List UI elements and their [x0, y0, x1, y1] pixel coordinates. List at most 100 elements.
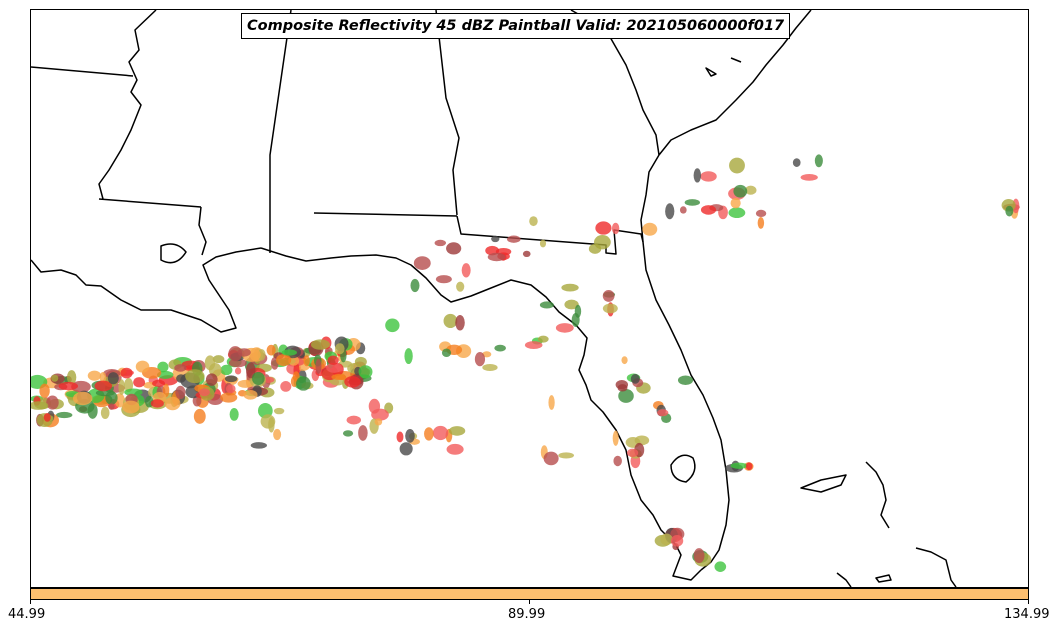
reflectivity-blob	[522, 250, 531, 258]
reflectivity-blob	[564, 299, 579, 310]
reflectivity-blob	[276, 354, 292, 367]
reflectivity-blob	[229, 408, 239, 421]
reflectivity-blob	[800, 174, 818, 181]
colorbar-tick-mark	[30, 600, 31, 604]
reflectivity-blob	[729, 157, 745, 174]
reflectivity-blob	[714, 561, 727, 572]
reflectivity-blob	[615, 380, 629, 390]
reflectivity-blob	[487, 252, 506, 262]
reflectivity-blob	[474, 351, 486, 367]
reflectivity-blob	[315, 358, 322, 374]
reflectivity-blob	[602, 290, 615, 302]
reflectivity-blob	[665, 203, 675, 220]
reflectivity-blob	[385, 318, 400, 333]
reflectivity-blob	[296, 376, 311, 391]
reflectivity-blob	[602, 303, 618, 314]
coastline-segment	[640, 154, 660, 243]
reflectivity-blob	[72, 391, 93, 406]
reflectivity-blob	[612, 430, 619, 446]
reflectivity-blob	[558, 452, 575, 459]
reflectivity-blob	[237, 379, 254, 388]
reflectivity-blob	[150, 399, 164, 408]
reflectivity-blob	[58, 381, 79, 391]
reflectivity-blob	[281, 349, 298, 356]
reflectivity-blob	[204, 355, 216, 371]
reflectivity-blob	[228, 346, 243, 362]
reflectivity-blob	[344, 376, 361, 388]
reflectivity-blob	[670, 534, 684, 547]
reflectivity-blob	[693, 168, 702, 183]
reflectivity-blob	[368, 398, 381, 414]
reflectivity-blob	[684, 199, 701, 206]
reflectivity-blob	[31, 401, 49, 410]
reflectivity-blob	[594, 234, 611, 250]
reflectivity-blob	[251, 371, 265, 386]
reflectivity-map	[31, 10, 1020, 587]
reflectivity-blob	[399, 442, 413, 456]
reflectivity-blob	[524, 341, 543, 349]
reflectivity-blob	[1005, 205, 1014, 217]
reflectivity-blob	[245, 362, 256, 379]
reflectivity-blob	[225, 384, 236, 394]
reflectivity-blob	[482, 363, 498, 372]
map-title: Composite Reflectivity 45 dBZ Paintball …	[241, 13, 791, 39]
reflectivity-blob	[100, 406, 110, 420]
reflectivity-blob	[441, 348, 452, 358]
reflectivity-blob	[87, 370, 102, 381]
reflectivity-blob	[260, 414, 276, 429]
reflectivity-blob	[539, 301, 554, 309]
reflectivity-blob	[120, 367, 133, 379]
reflectivity-blob	[730, 462, 748, 469]
reflectivity-blob	[198, 388, 210, 397]
reflectivity-blob	[693, 548, 705, 564]
reflectivity-blob	[99, 371, 107, 383]
reflectivity-blob	[124, 378, 134, 393]
reflectivity-blob	[157, 361, 169, 373]
reflectivity-blob	[461, 263, 471, 278]
reflectivity-blob	[94, 380, 113, 392]
coastline-segment	[198, 206, 207, 256]
reflectivity-blob	[627, 448, 639, 458]
reflectivity-blob	[107, 372, 119, 385]
reflectivity-blob	[224, 375, 238, 383]
coastline-segment	[435, 10, 460, 216]
reflectivity-blob	[358, 365, 373, 379]
reflectivity-blob	[455, 315, 465, 331]
coastline-segment	[260, 247, 702, 581]
reflectivity-blob	[327, 355, 339, 366]
reflectivity-blob	[448, 426, 466, 436]
reflectivity-blob	[630, 374, 640, 384]
reflectivity-blobs	[31, 154, 1020, 572]
reflectivity-blob	[446, 443, 464, 455]
reflectivity-blob	[595, 221, 612, 235]
coastline-segment	[836, 572, 852, 587]
reflectivity-blob	[491, 235, 500, 243]
reflectivity-blob	[507, 235, 521, 243]
reflectivity-blob	[410, 278, 420, 293]
reflectivity-blob	[250, 442, 268, 449]
reflectivity-blob	[273, 428, 282, 441]
reflectivity-blob	[657, 409, 669, 417]
reflectivity-blob	[432, 425, 449, 441]
reflectivity-blob	[405, 429, 415, 443]
reflectivity-blob	[185, 369, 205, 384]
reflectivity-blob	[152, 379, 166, 387]
coastline-segment	[269, 10, 292, 253]
reflectivity-blob	[443, 313, 458, 329]
map-panel	[30, 9, 1029, 588]
reflectivity-blob	[543, 451, 559, 466]
coastline-segment	[730, 57, 742, 63]
reflectivity-blob	[396, 431, 404, 443]
reflectivity-blob	[814, 154, 823, 168]
reflectivity-blob	[677, 375, 694, 386]
reflectivity-blob	[133, 377, 146, 388]
reflectivity-blob	[529, 216, 538, 227]
reflectivity-blob	[205, 373, 218, 386]
coastline-segment	[160, 243, 187, 264]
reflectivity-blob	[745, 462, 753, 471]
reflectivity-blob	[539, 239, 547, 248]
reflectivity-blob	[220, 392, 238, 403]
reflectivity-blob	[266, 344, 276, 356]
reflectivity-blob	[792, 158, 801, 167]
reflectivity-blob	[561, 283, 579, 292]
